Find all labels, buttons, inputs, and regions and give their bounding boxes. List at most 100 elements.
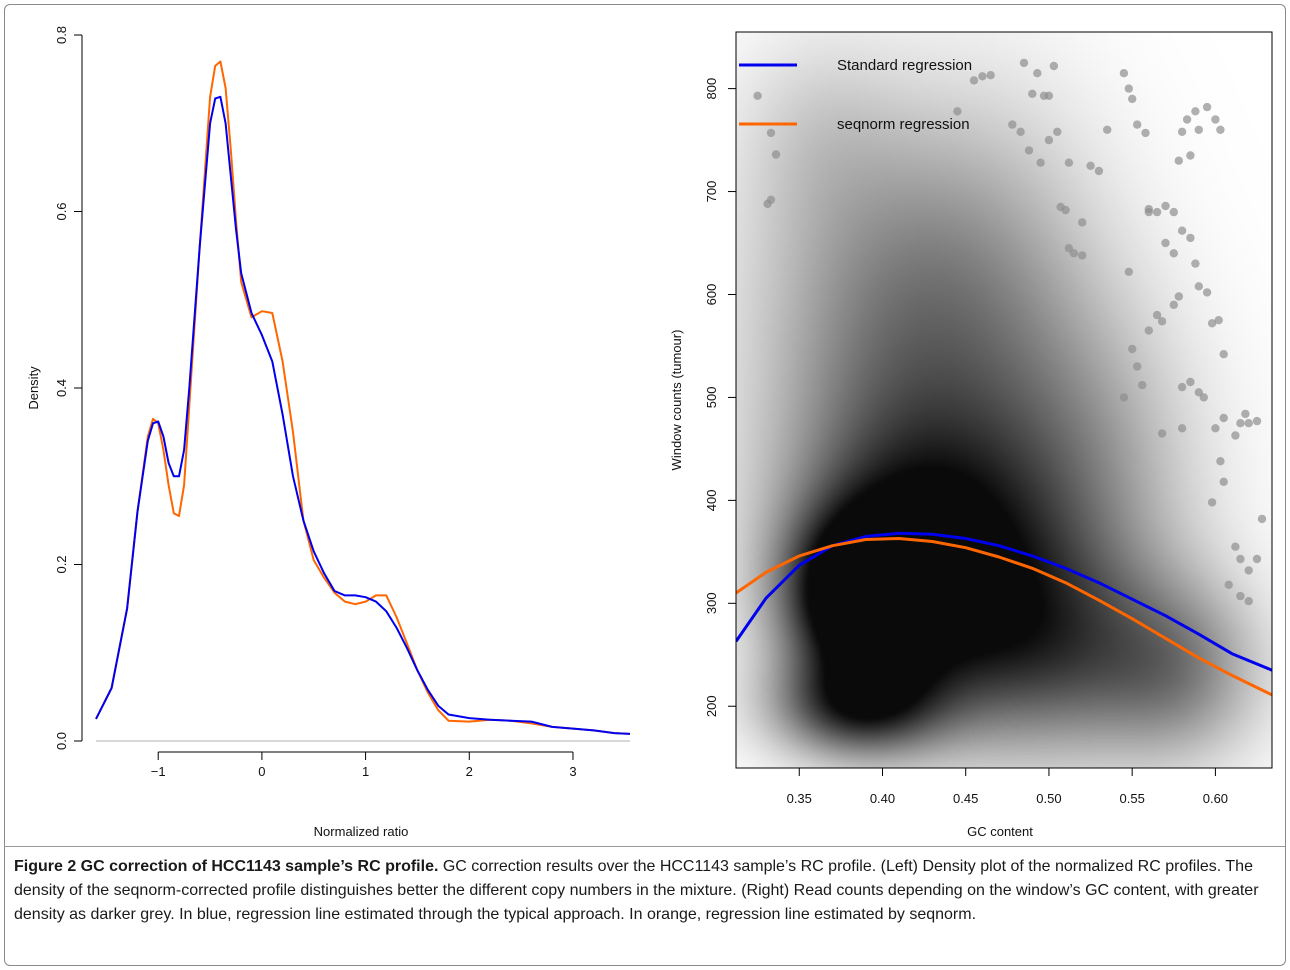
- outlier-point: [1157, 429, 1167, 438]
- standard-density-line: [95, 95, 631, 735]
- outlier-point: [1177, 382, 1187, 392]
- outlier-point: [766, 128, 776, 138]
- y-tick-label: 0.0: [54, 732, 69, 750]
- outlier-point: [1216, 457, 1225, 466]
- y-tick-label: 0.8: [54, 26, 69, 44]
- x-axis-label: Normalized ratio: [314, 824, 409, 839]
- outlier-point: [1174, 156, 1183, 165]
- y-tick-label: 0.4: [54, 379, 69, 397]
- outlier-point: [1219, 477, 1228, 486]
- seqnorm-regression-line: [736, 537, 1272, 697]
- outlier-point: [1152, 207, 1162, 217]
- outlier-point: [1177, 226, 1187, 235]
- outlier-point: [1211, 424, 1220, 433]
- outlier-point: [753, 91, 762, 101]
- outlier-points: [753, 58, 1267, 606]
- x-axis: 0.35 0.40 0.45 0.50 0.55 0.60: [787, 768, 1228, 806]
- figure-caption: Figure 2 GC correction of HCC1143 sample…: [14, 855, 1276, 927]
- outlier-point: [766, 195, 776, 204]
- gc-scatter-chart: 200 300 400 500 600 700 800 Window counts (tumo…: [669, 31, 1273, 839]
- outlier-point: [969, 76, 979, 85]
- outlier-point: [1231, 542, 1240, 551]
- outlier-point: [1016, 127, 1025, 136]
- outlier-point: [1202, 102, 1212, 112]
- outlier-point: [1086, 161, 1095, 170]
- x-tick-label: 3: [569, 764, 576, 779]
- outlier-point: [1133, 120, 1142, 129]
- outlier-point: [1144, 207, 1153, 217]
- outlier-point: [1219, 413, 1228, 423]
- y-tick-label: 400: [704, 490, 719, 512]
- outlier-point: [1119, 393, 1129, 402]
- x-tick-label: −1: [151, 764, 166, 779]
- outlier-point: [1174, 292, 1183, 301]
- density-background: [736, 32, 1272, 768]
- plot-box: [735, 31, 1273, 769]
- outlier-point: [1028, 89, 1037, 99]
- legend-label: seqnorm regression: [837, 116, 970, 133]
- caption-text: GC correction results over the HCC1143 s…: [14, 858, 1259, 923]
- outlier-point: [1061, 205, 1070, 215]
- outlier-point: [1202, 288, 1212, 297]
- outlier-point: [1207, 319, 1217, 328]
- outlier-point: [953, 107, 962, 116]
- outlier-point: [1236, 554, 1245, 564]
- outlier-point: [1044, 91, 1054, 101]
- legend-label: Standard regression: [837, 57, 972, 74]
- y-tick-label: 600: [704, 284, 719, 306]
- outlier-point: [1119, 69, 1129, 78]
- density-chart: 0.0 0.2 0.4 0.6 0.8 Density −1 0 1 2 3 Normalized r…: [26, 26, 631, 839]
- outlier-point: [1008, 120, 1017, 129]
- y-tick-label: 300: [704, 592, 719, 614]
- outlier-point: [1244, 566, 1253, 575]
- outlier-point: [1231, 431, 1240, 440]
- outlier-point: [1169, 300, 1178, 309]
- x-tick-label: 1: [362, 764, 369, 779]
- outlier-point: [1157, 317, 1167, 326]
- x-tick-label: 0.45: [953, 791, 978, 806]
- outlier-point: [1103, 125, 1112, 134]
- x-tick-label: 0.50: [1036, 791, 1061, 806]
- y-axis-label: Window counts (tumour): [669, 330, 684, 471]
- outlier-point: [1182, 115, 1192, 124]
- outlier-point: [1211, 115, 1220, 124]
- outlier-point: [1219, 350, 1228, 359]
- caption-divider: [4, 846, 1286, 847]
- outlier-point: [1216, 125, 1225, 134]
- outlier-point: [1161, 238, 1170, 248]
- outlier-point: [771, 150, 781, 159]
- outlier-point: [1207, 498, 1217, 507]
- caption-title: Figure 2 GC correction of HCC1143 sample…: [14, 858, 439, 875]
- x-tick-label: 0.55: [1120, 791, 1145, 806]
- outlier-point: [1024, 146, 1034, 155]
- outlier-point: [1186, 151, 1195, 160]
- outlier-point: [986, 71, 995, 80]
- y-tick-label: 800: [704, 78, 719, 100]
- outlier-point: [1033, 69, 1042, 78]
- outlier-point: [1053, 127, 1062, 136]
- legend: Standard regression seqnorm regression: [739, 57, 972, 133]
- outlier-point: [1214, 316, 1223, 325]
- outlier-point: [1019, 58, 1029, 68]
- outlier-point: [1244, 419, 1253, 428]
- x-tick-label: 0.60: [1203, 791, 1228, 806]
- outlier-point: [1177, 424, 1187, 433]
- x-axis-label: GC content: [967, 824, 1033, 839]
- outlier-point: [1141, 128, 1150, 138]
- outlier-point: [1094, 166, 1104, 176]
- outlier-point: [1224, 580, 1233, 589]
- outlier-point: [1236, 419, 1245, 428]
- outlier-point: [1069, 249, 1079, 258]
- outlier-point: [1138, 380, 1147, 390]
- y-axis: 0.0 0.2 0.4 0.6 0.8: [54, 26, 83, 750]
- outlier-point: [1244, 597, 1253, 606]
- outlier-point: [1133, 362, 1142, 371]
- outlier-point: [1044, 135, 1054, 145]
- x-tick-label: 0.40: [870, 791, 895, 806]
- y-tick-label: 200: [704, 695, 719, 717]
- y-tick-label: 700: [704, 181, 719, 203]
- outlier-point: [1064, 158, 1074, 167]
- outlier-point: [1078, 218, 1087, 227]
- outlier-point: [1191, 107, 1200, 116]
- y-axis: 200 300 400 500 600 700 800: [704, 78, 736, 717]
